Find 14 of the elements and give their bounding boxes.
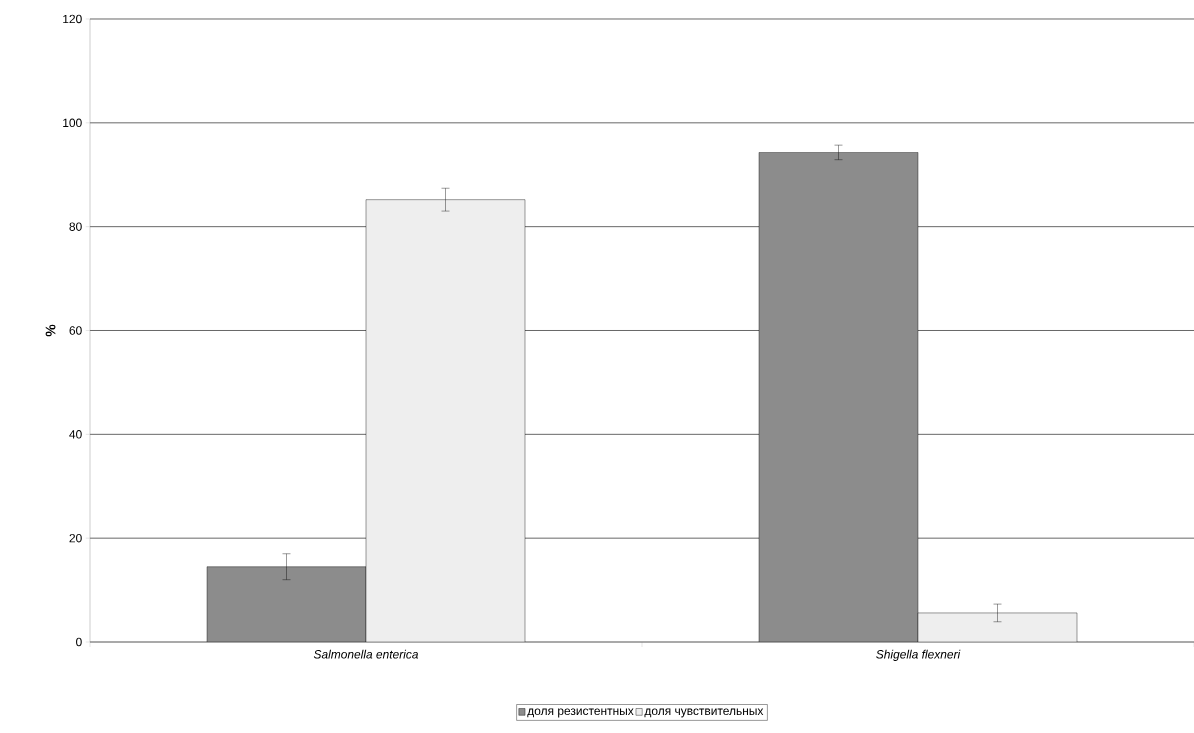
legend-label: доля чувствительных xyxy=(644,708,764,718)
x-tick-label: Shigella flexneri xyxy=(876,649,961,661)
x-tick-label: Salmonella enterica xyxy=(313,649,419,659)
legend-label: доля резистентных xyxy=(527,708,634,718)
y-tick-label: 120 xyxy=(63,14,82,24)
bar xyxy=(365,199,526,642)
y-tick-label: 100 xyxy=(63,118,82,128)
y-tick-label: 20 xyxy=(69,533,82,543)
y-tick-label: 80 xyxy=(69,222,82,231)
y-tick-label: 40 xyxy=(69,430,82,439)
y-tick-label: 60 xyxy=(69,326,82,335)
y-axis-title: % xyxy=(45,324,56,337)
bar xyxy=(917,612,1078,642)
y-tick-label: 0 xyxy=(76,637,82,647)
